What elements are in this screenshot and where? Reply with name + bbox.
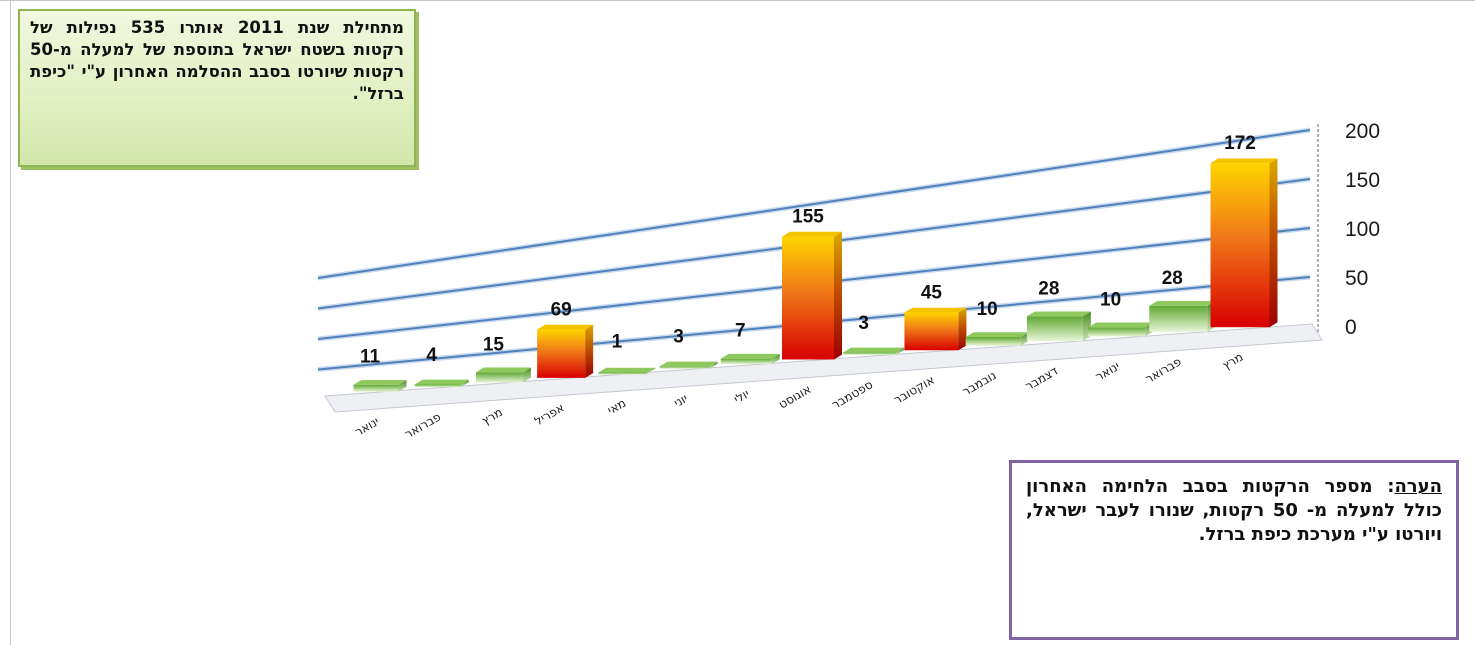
x-tick-label: פברואר xyxy=(402,410,443,442)
summary-callout: מתחילת שנת 2011 אותרו 535 נפילות של רקטו… xyxy=(18,9,416,167)
bar-top-11 xyxy=(1026,311,1091,317)
bar-13 xyxy=(1149,305,1208,332)
bar-side-7 xyxy=(834,231,842,360)
bar-top-1 xyxy=(414,379,469,385)
bar-top-14 xyxy=(1210,158,1278,164)
x-tick-label: ספטמבר xyxy=(829,377,875,412)
bar-top-13 xyxy=(1149,300,1216,306)
data-label: 4 xyxy=(426,345,437,366)
bar-14 xyxy=(1210,163,1270,328)
x-tick-label: פברואר xyxy=(1143,354,1184,386)
bar-top-3 xyxy=(537,324,594,330)
bar-side-4 xyxy=(647,367,656,374)
y-tick-label: 150 xyxy=(1345,169,1380,192)
chart-frame-left xyxy=(10,0,11,645)
bar-side-6 xyxy=(771,353,780,365)
bar-top-6 xyxy=(720,353,780,359)
y-tick-label: 100 xyxy=(1345,218,1380,241)
y-tick-label: 50 xyxy=(1345,267,1368,290)
note-box: הערה: מספר הרקטות בסבב הלחימה האחרון כול… xyxy=(1009,460,1459,640)
data-label: 7 xyxy=(735,321,746,342)
bar-3 xyxy=(537,329,586,378)
bar-side-8 xyxy=(896,347,905,355)
x-tick-label: יולי xyxy=(731,387,751,407)
data-label: 172 xyxy=(1224,133,1256,154)
data-label: 15 xyxy=(483,334,505,355)
bar-9 xyxy=(904,312,959,351)
bar-12 xyxy=(1088,327,1146,337)
x-tick-label: דצמבר xyxy=(1023,363,1061,393)
bar-1 xyxy=(414,384,461,388)
x-tick-label: אוקטובר xyxy=(891,373,937,407)
x-tick-label: יוני xyxy=(671,391,690,410)
chart-floor xyxy=(324,323,1323,413)
bar-10 xyxy=(965,337,1021,346)
x-tick-label: נובמבר xyxy=(960,368,999,399)
note-text: : מספר הרקטות בסבב הלחימה האחרון כולל למ… xyxy=(1026,476,1442,545)
bar-top-5 xyxy=(659,361,718,367)
bar-top-9 xyxy=(904,307,967,313)
data-label: 69 xyxy=(551,300,572,321)
bar-6 xyxy=(720,358,772,365)
x-tick-label: אוגוסט xyxy=(776,382,813,412)
data-label: 10 xyxy=(1100,289,1121,310)
bar-0 xyxy=(353,384,399,392)
data-label: 28 xyxy=(1162,268,1183,289)
bar-top-12 xyxy=(1088,322,1154,328)
bar-4 xyxy=(598,372,648,375)
y-tick-label: 200 xyxy=(1345,120,1380,143)
bar-5 xyxy=(659,366,710,369)
bar-7 xyxy=(782,236,834,360)
data-label: 10 xyxy=(977,299,998,320)
x-tick-label: מרץ xyxy=(1220,350,1246,373)
bar-side-2 xyxy=(522,367,531,383)
bar-side-9 xyxy=(958,307,967,351)
bar-side-10 xyxy=(1020,332,1029,346)
note-label: הערה xyxy=(1394,476,1442,497)
bar-top-7 xyxy=(782,231,842,237)
data-label: 155 xyxy=(792,207,824,228)
chart-frame-top xyxy=(0,0,1475,1)
bar-side-1 xyxy=(460,379,469,388)
bar-top-4 xyxy=(598,367,656,373)
bar-top-0 xyxy=(353,379,407,385)
bar-side-0 xyxy=(398,379,407,392)
bar-top-8 xyxy=(843,347,905,353)
bar-side-11 xyxy=(1082,311,1091,342)
x-tick-label: מרץ xyxy=(479,405,505,428)
data-label: 3 xyxy=(673,327,684,348)
data-label: 11 xyxy=(360,347,381,368)
bar-top-10 xyxy=(965,332,1029,338)
bar-11 xyxy=(1026,316,1083,342)
data-label: 45 xyxy=(921,283,943,304)
data-label: 28 xyxy=(1038,278,1059,299)
bar-side-14 xyxy=(1269,158,1278,328)
summary-callout-text: מתחילת שנת 2011 אותרו 535 נפילות של רקטו… xyxy=(30,18,404,103)
bar-2 xyxy=(475,372,523,383)
bar-8 xyxy=(843,352,897,355)
bar-side-3 xyxy=(585,324,594,378)
y-tick-label: 0 xyxy=(1345,316,1357,339)
x-tick-label: מאי xyxy=(605,396,628,418)
x-tick-label: ינואר xyxy=(352,414,381,439)
x-tick-label: אפריל xyxy=(532,400,567,428)
bar-side-5 xyxy=(709,361,718,369)
data-label: 1 xyxy=(612,331,623,352)
bar-top-2 xyxy=(475,367,531,373)
x-tick-label: ינואר xyxy=(1093,359,1122,384)
data-label: 3 xyxy=(858,313,869,334)
gridline-200 xyxy=(317,129,1311,280)
